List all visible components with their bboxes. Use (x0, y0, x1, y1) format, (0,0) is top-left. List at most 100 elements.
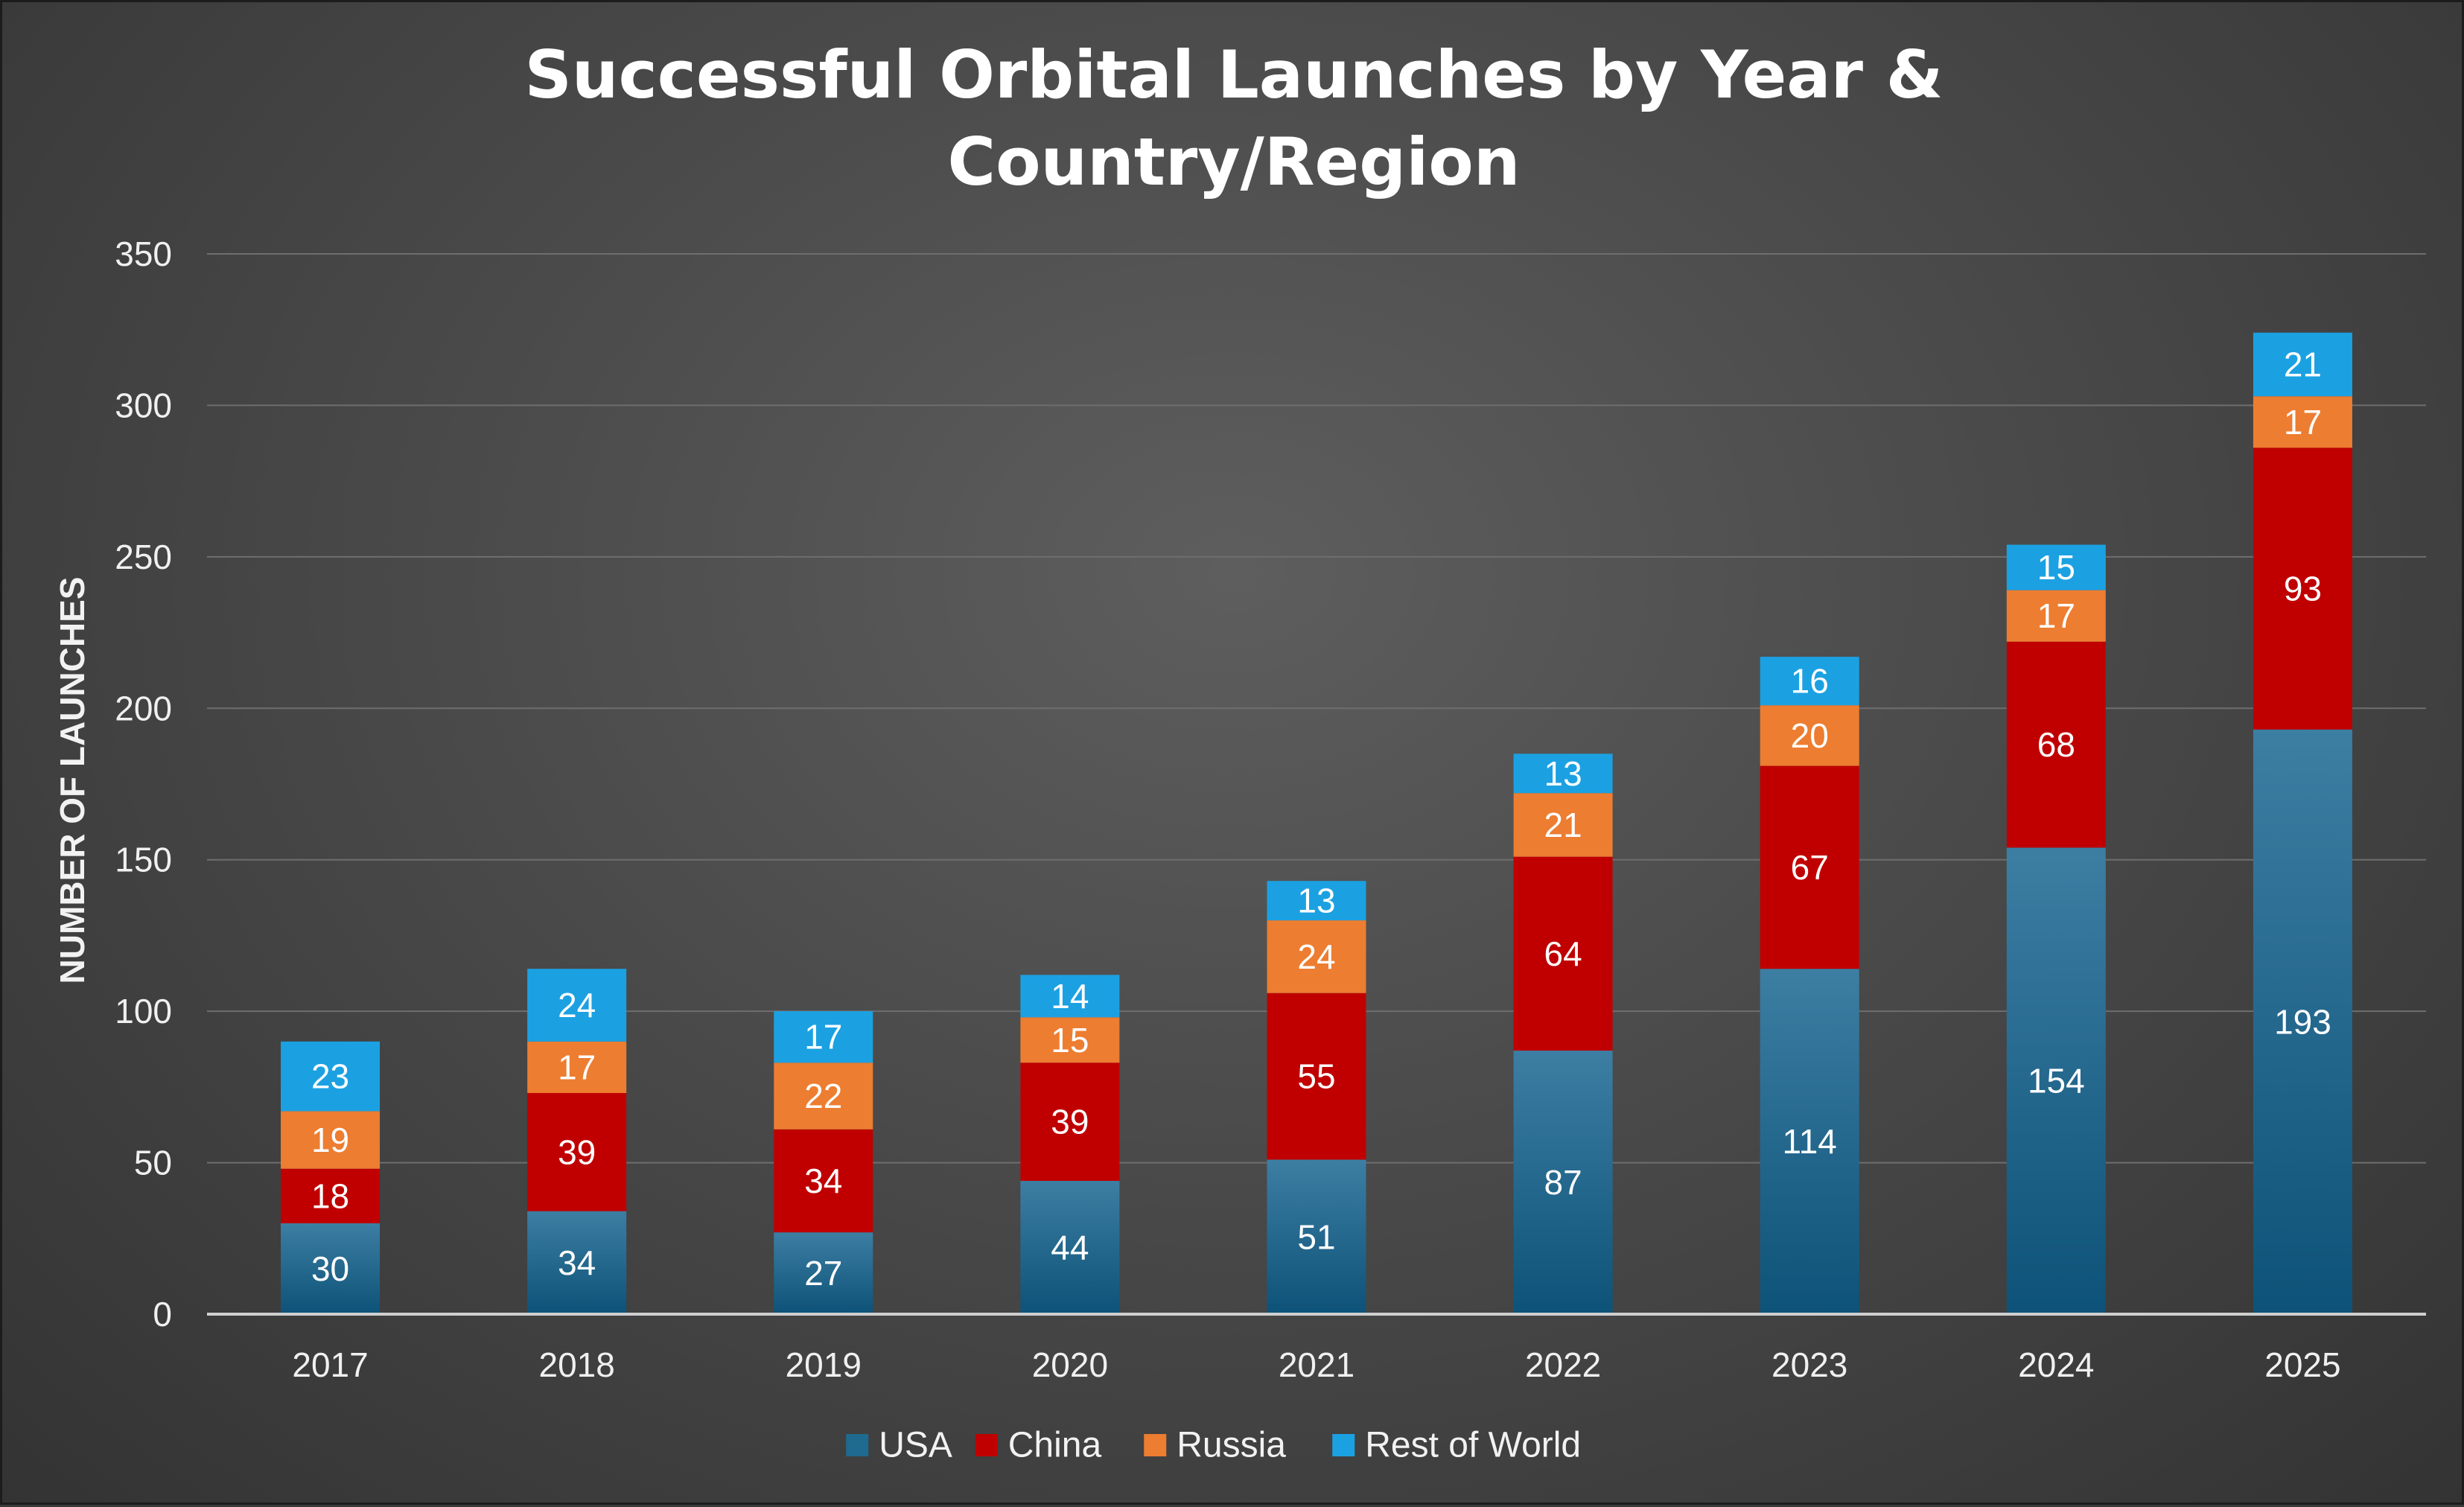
x-tick-label: 2025 (2264, 1345, 2340, 1384)
bar-segment-usa (2253, 729, 2352, 1314)
data-label: 30 (311, 1249, 349, 1288)
data-label: 21 (2284, 345, 2322, 384)
data-label: 14 (1051, 977, 1089, 1016)
data-label: 27 (804, 1254, 842, 1293)
bar-segment-russia (1020, 1017, 1120, 1063)
data-label: 67 (1791, 848, 1829, 887)
y-axis-label: NUMBER OF LAUNCHES (53, 577, 92, 984)
data-label: 39 (558, 1132, 596, 1171)
bar-segment-china (527, 1092, 627, 1211)
bar-segment-china (1760, 765, 1859, 969)
y-tick-label: 250 (115, 538, 172, 576)
bar-segment-usa (2006, 847, 2106, 1314)
data-label: 17 (2037, 596, 2075, 635)
data-label: 68 (2037, 725, 2075, 764)
bar-segment-usa (1020, 1180, 1120, 1314)
x-tick-label: 2019 (786, 1345, 862, 1384)
data-label: 16 (1791, 662, 1829, 701)
data-label: 93 (2284, 570, 2322, 608)
x-tick-label: 2017 (292, 1345, 368, 1384)
y-tick-label: 100 (115, 992, 172, 1030)
bar-segment-usa (1513, 1051, 1613, 1314)
data-label: 15 (1051, 1021, 1089, 1060)
bar-segment-rest-of-world (774, 1011, 873, 1063)
bar-segment-rest-of-world (2006, 544, 2106, 590)
bar-segment-rest-of-world (527, 969, 627, 1042)
y-tick-label: 200 (115, 689, 172, 727)
data-label: 114 (1783, 1122, 1837, 1161)
bar-segment-rest-of-world (1267, 881, 1366, 921)
bar-segment-rest-of-world (1020, 975, 1120, 1018)
data-label: 20 (1791, 716, 1829, 755)
data-label: 13 (1544, 754, 1582, 793)
y-tick-label: 300 (115, 386, 172, 424)
bar-segment-china (1020, 1062, 1120, 1181)
legend-label-china: China (1008, 1426, 1102, 1465)
bar-segment-russia (1513, 793, 1613, 857)
data-label: 23 (311, 1057, 349, 1096)
data-label: 13 (1297, 882, 1335, 920)
data-label: 22 (804, 1077, 842, 1115)
x-tick-label: 2024 (2018, 1345, 2094, 1384)
x-tick-label: 2022 (1525, 1345, 1601, 1384)
data-label: 87 (1544, 1163, 1582, 1202)
bars: 30 18 19 23 34 39 17 24 27 34 22 17 44 39 15 14 51 55 24 13… (281, 332, 2352, 1314)
data-label: 17 (2284, 403, 2322, 442)
y-tick-label: 350 (115, 235, 172, 273)
bar-segment-rest-of-world (281, 1041, 381, 1112)
data-label: 44 (1051, 1228, 1089, 1267)
y-tick-label: 0 (153, 1295, 172, 1334)
bar-segment-russia (1267, 920, 1366, 993)
y-tick-label: 50 (134, 1144, 172, 1182)
x-tick-label: 2023 (1771, 1345, 1847, 1384)
legend-swatch-russia (1144, 1434, 1167, 1456)
data-label: 34 (558, 1243, 596, 1282)
data-label: 15 (2037, 548, 2075, 587)
legend-swatch-usa (846, 1434, 869, 1456)
x-tick-label: 2020 (1032, 1345, 1108, 1384)
data-label: 19 (311, 1121, 349, 1159)
chart-title-line-1: Successful Orbital Launches by Year & (525, 36, 1943, 113)
data-label: 17 (558, 1048, 596, 1086)
legend-swatch-rest-of-world (1332, 1434, 1355, 1456)
legend-label-usa: USA (879, 1426, 952, 1465)
x-axis-ticks: 2017 2018 2019 2020 2021 2022 2023 2024 2025 (292, 1345, 2340, 1384)
chart-title-line-2: Country/Region (947, 124, 1520, 200)
bar-segment-russia (1760, 705, 1859, 766)
data-label: 17 (804, 1018, 842, 1057)
data-label: 18 (311, 1176, 349, 1215)
data-label: 39 (1051, 1103, 1089, 1141)
data-label: 154 (2028, 1062, 2085, 1100)
bar-segment-usa (281, 1223, 381, 1314)
data-label: 24 (558, 986, 596, 1025)
bar-segment-china (1267, 993, 1366, 1160)
bar-segment-russia (2006, 590, 2106, 642)
bar-segment-china (2006, 641, 2106, 848)
bar-segment-usa (1267, 1159, 1366, 1314)
bar-segment-rest-of-world (1760, 657, 1859, 706)
x-tick-label: 2018 (538, 1345, 614, 1384)
bar-segment-usa (1760, 969, 1859, 1314)
bar-segment-russia (527, 1041, 627, 1093)
data-label: 64 (1544, 934, 1582, 973)
bar-segment-china (1513, 856, 1613, 1051)
legend-swatch-china (975, 1434, 998, 1456)
bar-segment-usa (774, 1232, 873, 1314)
data-label: 51 (1297, 1217, 1335, 1256)
bar-segment-china (281, 1168, 381, 1223)
bar-segment-china (2253, 447, 2352, 730)
legend-label-russia: Russia (1177, 1426, 1286, 1465)
chart-title: Successful Orbital Launches by Year & Co… (525, 36, 1943, 200)
legend: USA China Russia Rest of World (846, 1426, 1581, 1465)
bar-segment-russia (281, 1111, 381, 1169)
bar-segment-rest-of-world (1513, 754, 1613, 794)
bar-segment-rest-of-world (2253, 332, 2352, 397)
data-label: 24 (1297, 937, 1335, 976)
data-label: 21 (1544, 806, 1582, 844)
bar-segment-russia (2253, 396, 2352, 448)
legend-label-rest-of-world: Rest of World (1365, 1426, 1581, 1465)
bar-segment-china (774, 1129, 873, 1233)
y-axis-ticks: 0 50 100 150 200 250 300 350 (115, 235, 172, 1334)
